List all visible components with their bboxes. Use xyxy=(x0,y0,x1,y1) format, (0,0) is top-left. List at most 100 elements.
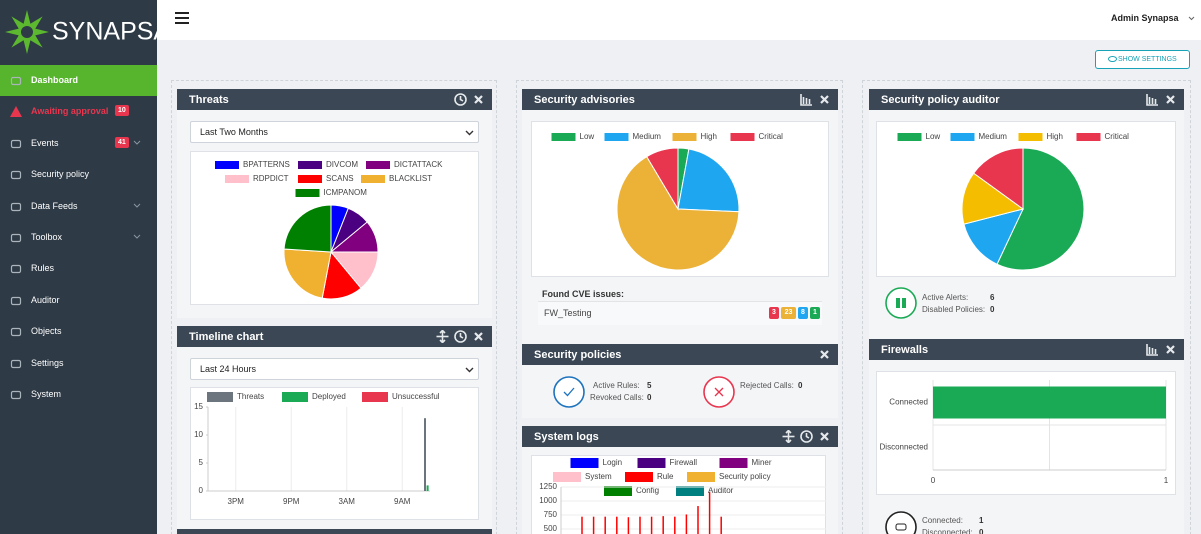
legend-swatch xyxy=(1018,133,1043,141)
legend-label: Login xyxy=(603,458,623,467)
nav-item[interactable]: Events 41 xyxy=(0,128,157,159)
legend-label: Low xyxy=(580,132,595,141)
select-value: Last Two Months xyxy=(200,127,268,137)
legend-label: Critical xyxy=(759,132,784,141)
bar xyxy=(720,516,722,534)
status-icon xyxy=(553,376,585,408)
nav-item[interactable]: Security policy xyxy=(0,159,157,190)
filter-select[interactable]: Last 24 Hours xyxy=(190,358,479,380)
chart-box xyxy=(190,387,479,520)
nav-label: Settings xyxy=(31,357,64,368)
y-tick-label: 10 xyxy=(194,430,203,439)
clock-icon[interactable] xyxy=(454,330,467,343)
y-tick-label: Connected xyxy=(889,398,928,407)
stat-label: Active Rules: xyxy=(593,381,640,390)
menu-button[interactable] xyxy=(175,12,189,24)
x-line xyxy=(1166,95,1175,104)
bar xyxy=(581,516,583,534)
close-icon[interactable] xyxy=(1164,93,1177,106)
nav-label: System xyxy=(31,389,62,399)
legend-swatch xyxy=(207,392,233,402)
timeline-chart: Threats Deployed Unsuccessful 0 5 10 15 3PM 9PM 3… xyxy=(194,392,440,506)
close-icon[interactable] xyxy=(472,330,485,343)
stat-value: 6 xyxy=(990,293,995,302)
close-icon[interactable] xyxy=(818,93,831,106)
panel-header: Security policies xyxy=(522,344,838,365)
legend-swatch xyxy=(225,175,249,183)
legend-swatch xyxy=(570,458,599,468)
chart-icon[interactable] xyxy=(800,93,813,106)
firewalls-chart: 0 1 Connected Disconnected xyxy=(880,380,1169,485)
nav-icon xyxy=(10,171,22,180)
chart-axis xyxy=(1146,344,1158,356)
nav-label: Awaiting approval xyxy=(31,106,109,117)
nav-item[interactable]: Toolbox xyxy=(0,222,157,253)
stat-label: Revoked Calls: xyxy=(590,393,644,402)
nav-item[interactable]: Awaiting approval 10 xyxy=(0,96,157,127)
column xyxy=(516,80,843,534)
nav-icon xyxy=(10,359,22,368)
nav-item[interactable]: Settings xyxy=(0,348,157,379)
chevron-line xyxy=(465,367,474,373)
close-icon[interactable] xyxy=(472,93,485,106)
stat-value: 0 xyxy=(979,528,984,534)
close-icon[interactable] xyxy=(1164,343,1177,356)
x-tick-label: 3AM xyxy=(339,497,356,506)
bar xyxy=(650,516,653,534)
nav-icon-shape xyxy=(10,233,22,243)
filter-select[interactable]: Last Two Months xyxy=(190,121,479,143)
cve-name: FW_Testing xyxy=(544,308,592,318)
cve-badge: 8 xyxy=(798,307,808,319)
nav-item[interactable]: Objects xyxy=(0,316,157,347)
chart-icon[interactable] xyxy=(1146,93,1159,106)
nav-icon-shape xyxy=(10,202,22,211)
x-tick-label: 9AM xyxy=(394,497,411,506)
status-ring xyxy=(553,376,585,408)
move-icon[interactable] xyxy=(436,330,449,343)
close-icon[interactable] xyxy=(818,348,831,361)
legend-swatch xyxy=(295,189,320,197)
nav-icon-shape xyxy=(10,296,22,305)
legend-label: BPATTERNS xyxy=(243,160,290,169)
icon-block xyxy=(895,523,907,531)
nav-item[interactable]: Data Feeds xyxy=(0,191,157,222)
clock-face xyxy=(454,330,467,343)
legend-swatch xyxy=(604,133,629,141)
pie-slice xyxy=(963,208,1024,265)
legend-label: Rule xyxy=(657,472,674,481)
bar xyxy=(697,506,699,534)
clock-icon[interactable] xyxy=(454,93,467,106)
clock-hand xyxy=(805,433,810,439)
pie-slice xyxy=(646,147,679,211)
legend-swatch xyxy=(950,133,975,141)
nav-item[interactable]: Auditor xyxy=(0,285,157,316)
clock-icon[interactable] xyxy=(800,430,813,443)
nav-item[interactable]: Dashboard xyxy=(0,65,157,96)
chevron-line xyxy=(465,130,474,136)
cve-badge: 3 xyxy=(769,307,779,319)
chart-axis xyxy=(800,94,812,106)
legend-swatch xyxy=(687,472,715,482)
pie-slice xyxy=(616,155,740,271)
legend-label: Security policy xyxy=(719,472,771,481)
eye-icon xyxy=(1108,56,1117,62)
x-tick-label: 9PM xyxy=(283,497,300,506)
threats-chart: BPATTERNS DIVCOM DICTATTACK RDPDICT SCANS BLA… xyxy=(215,160,443,300)
chevron-line xyxy=(133,140,141,145)
chart-axis xyxy=(1146,94,1158,106)
panel-header: Security policy auditor xyxy=(869,89,1184,110)
move-icon[interactable] xyxy=(782,430,795,443)
legend-label: High xyxy=(701,132,717,141)
legend-swatch xyxy=(551,133,576,141)
chart-icon[interactable] xyxy=(1146,343,1159,356)
legend-swatch xyxy=(676,486,704,496)
button-label: SHOW SETTINGS xyxy=(1118,56,1177,63)
nav-badge: 10 xyxy=(115,105,129,117)
legend-label: Unsuccessful xyxy=(392,392,440,401)
stat-label: Active Alerts: xyxy=(922,293,969,302)
bar xyxy=(616,516,618,534)
show-settings-button[interactable]: SHOW SETTINGS xyxy=(1095,50,1190,69)
nav-item[interactable]: System xyxy=(0,379,157,410)
close-icon[interactable] xyxy=(818,430,831,443)
nav-item[interactable]: Rules xyxy=(0,253,157,284)
